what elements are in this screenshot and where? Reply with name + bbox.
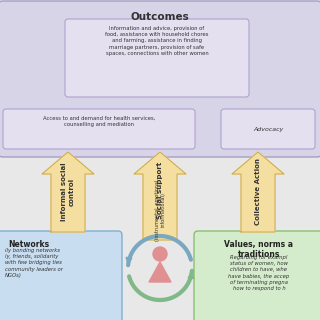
Circle shape — [153, 247, 167, 261]
FancyBboxPatch shape — [221, 109, 315, 149]
FancyBboxPatch shape — [0, 1, 320, 157]
Text: Advocacy: Advocacy — [253, 126, 283, 132]
Text: ily bonding networks
ly, friends, solidarity
with few bridging ties
community le: ily bonding networks ly, friends, solida… — [5, 248, 63, 278]
Text: Information and advice, provision of
food, assistance with household chores
and : Information and advice, provision of foo… — [105, 26, 209, 56]
Text: Regarding for exampl
status of women, how
children to have, whe
have babies, the: Regarding for exampl status of women, ho… — [228, 255, 290, 291]
Polygon shape — [134, 152, 186, 240]
Text: Collective Action: Collective Action — [255, 159, 261, 225]
Text: Social support: Social support — [157, 161, 163, 219]
FancyBboxPatch shape — [65, 19, 249, 97]
Polygon shape — [149, 262, 171, 282]
Text: Values, norms a
traditions: Values, norms a traditions — [225, 240, 293, 260]
FancyBboxPatch shape — [0, 231, 122, 320]
Text: Informal social
control: Informal social control — [61, 163, 75, 221]
Text: Access to and demand for health services,
counselling and mediation: Access to and demand for health services… — [43, 116, 155, 127]
FancyBboxPatch shape — [3, 109, 195, 149]
Text: Outcomes: Outcomes — [131, 12, 189, 22]
Text: (instrumental, emotional,
informational): (instrumental, emotional, informational) — [155, 179, 165, 241]
Polygon shape — [42, 152, 94, 232]
Polygon shape — [232, 152, 284, 232]
Text: Networks: Networks — [8, 240, 49, 249]
FancyBboxPatch shape — [194, 231, 320, 320]
